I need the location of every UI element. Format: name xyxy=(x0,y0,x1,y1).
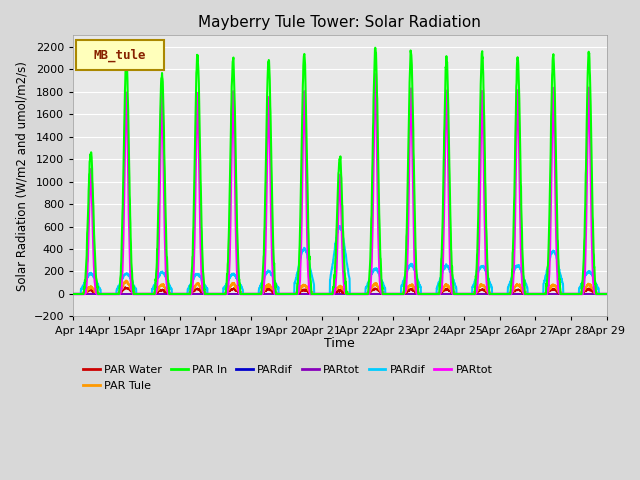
X-axis label: Time: Time xyxy=(324,337,355,350)
Legend: PAR Water, PAR Tule, PAR In, PARdif, PARtot, PARdif, PARtot: PAR Water, PAR Tule, PAR In, PARdif, PAR… xyxy=(79,361,497,395)
Title: Mayberry Tule Tower: Solar Radiation: Mayberry Tule Tower: Solar Radiation xyxy=(198,15,481,30)
Y-axis label: Solar Radiation (W/m2 and umol/m2/s): Solar Radiation (W/m2 and umol/m2/s) xyxy=(15,61,28,291)
FancyBboxPatch shape xyxy=(76,39,164,71)
Text: MB_tule: MB_tule xyxy=(94,49,147,62)
